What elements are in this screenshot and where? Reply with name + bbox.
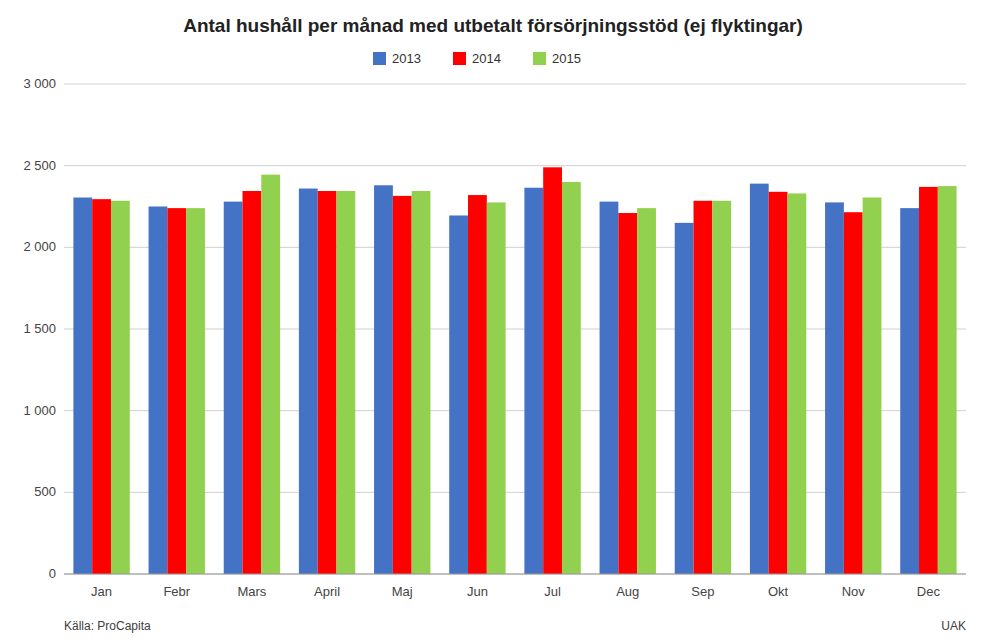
bars — [73, 167, 956, 574]
y-tick-label: 2 000 — [23, 239, 56, 254]
bar — [900, 208, 919, 574]
x-tick-label: April — [314, 584, 340, 599]
legend-swatch — [453, 52, 466, 65]
bar — [393, 196, 412, 574]
y-tick-label: 1 000 — [23, 403, 56, 418]
y-tick-label: 2 500 — [23, 158, 56, 173]
y-tick-label: 3 000 — [23, 76, 56, 91]
x-axis-line — [64, 574, 966, 575]
bar — [600, 202, 619, 574]
x-axis: Jan Febr Mars April Maj Jun Jul Aug Sep Okt Nov Dec — [91, 584, 940, 599]
x-tick-label: Mars — [237, 584, 266, 599]
bar — [73, 198, 92, 574]
x-tick-label: Maj — [392, 584, 413, 599]
grid-line — [64, 84, 966, 85]
bar — [769, 192, 788, 574]
bar — [412, 191, 431, 574]
bar — [167, 208, 186, 574]
bar — [543, 167, 562, 574]
bar — [186, 208, 205, 574]
bar — [299, 189, 318, 574]
bar — [449, 215, 468, 574]
x-tick-label: Aug — [616, 584, 639, 599]
x-tick-label: Jan — [91, 584, 112, 599]
bar — [318, 191, 337, 574]
bar — [261, 175, 280, 574]
x-tick-label: Dec — [917, 584, 941, 599]
legend-label: 2015 — [552, 51, 581, 66]
legend: 2013 2014 2015 — [373, 51, 581, 66]
chart: Antal hushåll per månad med utbetalt för… — [0, 0, 986, 644]
bar — [750, 184, 769, 574]
bar — [844, 212, 863, 574]
bar — [92, 199, 111, 574]
bar — [694, 201, 713, 574]
y-tick-label: 1 500 — [23, 321, 56, 336]
bar — [224, 202, 243, 574]
x-tick-label: Jul — [544, 584, 561, 599]
title: Antal hushåll per månad med utbetalt för… — [183, 15, 803, 36]
legend-swatch — [373, 52, 386, 65]
grid-line — [64, 574, 966, 575]
bar — [618, 213, 637, 574]
source-note: UAK — [941, 619, 966, 633]
source-note: Källa: ProCapita — [64, 619, 151, 633]
x-tick-label: Febr — [163, 584, 190, 599]
bar — [336, 191, 355, 574]
legend-swatch — [533, 52, 546, 65]
y-tick-label: 0 — [49, 566, 56, 581]
bar — [562, 182, 581, 574]
y-axis: 0 500 1 000 1 500 2 000 2 500 3 000 — [23, 76, 966, 581]
bar — [825, 202, 844, 574]
bar — [524, 188, 543, 574]
bar — [468, 195, 487, 574]
bar — [149, 207, 168, 575]
x-tick-label: Jun — [467, 584, 488, 599]
grid-line — [64, 165, 966, 166]
bar — [487, 202, 506, 574]
bar — [111, 201, 130, 574]
y-tick-label: 500 — [34, 484, 56, 499]
bar — [637, 208, 656, 574]
legend-label: 2013 — [392, 51, 421, 66]
bar — [675, 223, 694, 574]
x-tick-label: Okt — [768, 584, 789, 599]
x-tick-label: Sep — [691, 584, 714, 599]
bar — [243, 191, 262, 574]
bar — [712, 201, 731, 574]
bar — [863, 198, 882, 574]
bar — [919, 187, 938, 574]
x-tick-label: Nov — [842, 584, 866, 599]
bar — [787, 193, 806, 574]
legend-label: 2014 — [472, 51, 501, 66]
bar — [938, 186, 957, 574]
bar — [374, 185, 393, 574]
